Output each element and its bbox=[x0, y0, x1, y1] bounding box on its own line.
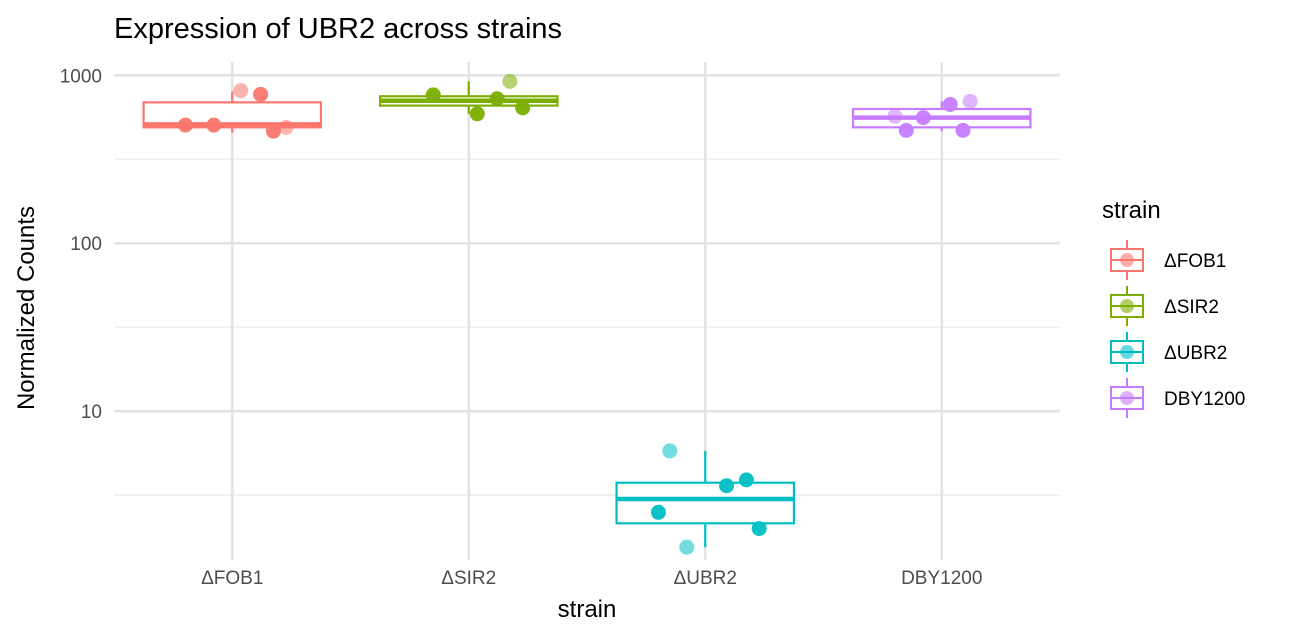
x-axis-ticks: ΔFOB1 ΔSIR2 ΔUBR2 DBY1200 bbox=[201, 568, 982, 589]
data-point bbox=[751, 521, 767, 537]
data-point bbox=[206, 117, 222, 133]
y-tick-label: 100 bbox=[70, 234, 102, 255]
y-axis-ticks: 10 100 1000 bbox=[60, 66, 102, 423]
legend-label: ΔUBR2 bbox=[1164, 343, 1227, 364]
legend-item-2: ΔSIR2 bbox=[1110, 286, 1219, 326]
legend-label: ΔFOB1 bbox=[1164, 251, 1226, 272]
data-point bbox=[469, 106, 485, 122]
data-point bbox=[887, 108, 903, 124]
data-point bbox=[489, 91, 505, 107]
data-point bbox=[278, 119, 294, 135]
data-point bbox=[253, 86, 269, 102]
data-point bbox=[515, 100, 531, 116]
chart-title: Expression of UBR2 across strains bbox=[114, 13, 562, 45]
legend-key-dot bbox=[1120, 345, 1134, 359]
data-point bbox=[962, 93, 978, 109]
y-axis-label: Normalized Counts bbox=[13, 206, 40, 410]
data-point bbox=[955, 122, 971, 138]
data-point bbox=[177, 117, 193, 133]
data-point bbox=[942, 97, 958, 113]
legend-key-dot bbox=[1120, 253, 1134, 267]
legend-key-dot bbox=[1120, 391, 1134, 405]
data-point bbox=[650, 504, 666, 520]
legend-key-dot bbox=[1120, 299, 1134, 313]
data-point bbox=[719, 478, 735, 494]
legend-item-1: ΔFOB1 bbox=[1110, 240, 1226, 280]
x-tick-label: ΔFOB1 bbox=[201, 568, 263, 589]
box-1 bbox=[142, 91, 323, 133]
data-point bbox=[679, 539, 695, 555]
legend-item-4: DBY1200 bbox=[1110, 378, 1245, 418]
legend: strain ΔFOB1 ΔSIR2 ΔUBR2 DBY1200 bbox=[1102, 197, 1245, 418]
legend-title: strain bbox=[1102, 197, 1161, 224]
data-point bbox=[738, 472, 754, 488]
box-4 bbox=[851, 101, 1032, 132]
x-tick-label: DBY1200 bbox=[901, 568, 982, 589]
data-point bbox=[898, 122, 914, 138]
data-point bbox=[662, 443, 678, 459]
legend-label: DBY1200 bbox=[1164, 389, 1245, 410]
points bbox=[177, 73, 978, 555]
x-tick-label: ΔSIR2 bbox=[441, 568, 496, 589]
data-point bbox=[265, 123, 281, 139]
legend-label: ΔSIR2 bbox=[1164, 297, 1219, 318]
y-tick-label: 10 bbox=[81, 402, 102, 423]
y-tick-label: 1000 bbox=[60, 66, 102, 87]
box-body bbox=[615, 481, 796, 525]
box-3 bbox=[615, 450, 796, 548]
x-tick-label: ΔUBR2 bbox=[674, 568, 737, 589]
data-point bbox=[915, 110, 931, 126]
grid bbox=[114, 62, 1060, 560]
boxes bbox=[142, 81, 1032, 548]
x-axis-label: strain bbox=[558, 596, 617, 623]
legend-item-3: ΔUBR2 bbox=[1110, 332, 1227, 372]
data-point bbox=[502, 73, 518, 89]
box-2 bbox=[378, 81, 559, 114]
data-point bbox=[233, 83, 249, 99]
data-point bbox=[425, 87, 441, 103]
